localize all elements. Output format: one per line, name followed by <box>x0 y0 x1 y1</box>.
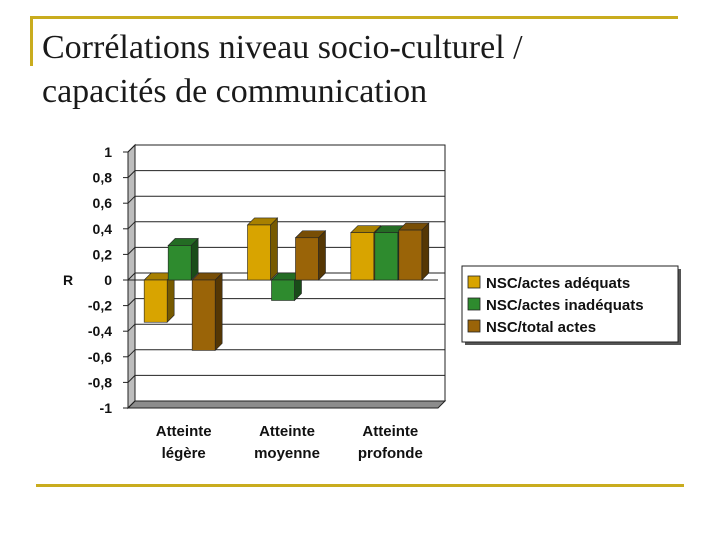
x-tick-label: profonde <box>358 445 423 462</box>
gridline-side <box>127 400 136 409</box>
left-rule <box>30 16 33 66</box>
legend-label: NSC/actes inadéquats <box>486 297 644 314</box>
y-tick-label: 0 <box>104 272 112 288</box>
bar-side <box>166 272 175 323</box>
y-tick-label: -0,8 <box>88 374 112 390</box>
gridline-side <box>127 298 136 306</box>
bar <box>398 229 423 281</box>
y-tick-label: 0,6 <box>93 195 113 211</box>
gridline-side <box>127 349 136 358</box>
y-tick-label: 0,2 <box>93 246 113 262</box>
legend-swatch <box>467 297 481 311</box>
gridline-side <box>127 144 136 153</box>
gridline-side <box>127 170 136 178</box>
legend-swatch <box>467 319 481 333</box>
bar <box>247 224 271 281</box>
bar-side <box>214 272 223 352</box>
x-tick-label: Atteinte <box>259 423 315 440</box>
legend-label: NSC/actes adéquats <box>486 275 630 292</box>
y-tick-label: 0,8 <box>93 170 113 186</box>
bar <box>350 232 375 281</box>
gridline-side <box>127 323 136 332</box>
y-tick-label: 0,4 <box>93 221 113 237</box>
title-line-2: capacités de communication <box>42 73 428 110</box>
y-tick-label: 1 <box>104 144 112 160</box>
bottom-rule <box>36 484 684 487</box>
bar-side <box>421 222 430 281</box>
top-rule <box>30 16 678 19</box>
bar <box>191 279 216 351</box>
legend <box>461 265 679 343</box>
y-axis-label: R <box>63 272 73 288</box>
y-tick-label: -0,2 <box>88 298 112 314</box>
plot-floor <box>126 400 447 409</box>
legend-label: NSC/total actes <box>486 319 596 336</box>
title-line-1: Corrélations niveau socio-culturel / <box>42 29 523 66</box>
gridline-side <box>127 195 136 204</box>
legend-swatch <box>467 275 481 289</box>
y-tick-label: -0,6 <box>88 349 112 365</box>
gridline-side <box>127 247 136 255</box>
slide-title: Corrélations niveau socio-culturel / cap… <box>42 26 682 114</box>
y-tick-label: -0,4 <box>88 323 112 339</box>
bar-side <box>270 217 278 281</box>
x-tick-label: légère <box>162 445 206 462</box>
bar <box>374 232 399 281</box>
bar-side <box>318 230 326 281</box>
x-tick-label: moyenne <box>254 445 320 462</box>
gridline-side <box>127 272 136 281</box>
gridline-side <box>127 221 136 230</box>
x-tick-label: Atteinte <box>156 423 212 440</box>
bar <box>167 245 192 281</box>
x-tick-label: Atteinte <box>362 423 418 440</box>
gridline-side <box>127 375 136 383</box>
bar <box>271 279 295 301</box>
y-tick-label: -1 <box>100 400 113 416</box>
bar <box>295 237 319 281</box>
bar <box>143 279 168 323</box>
